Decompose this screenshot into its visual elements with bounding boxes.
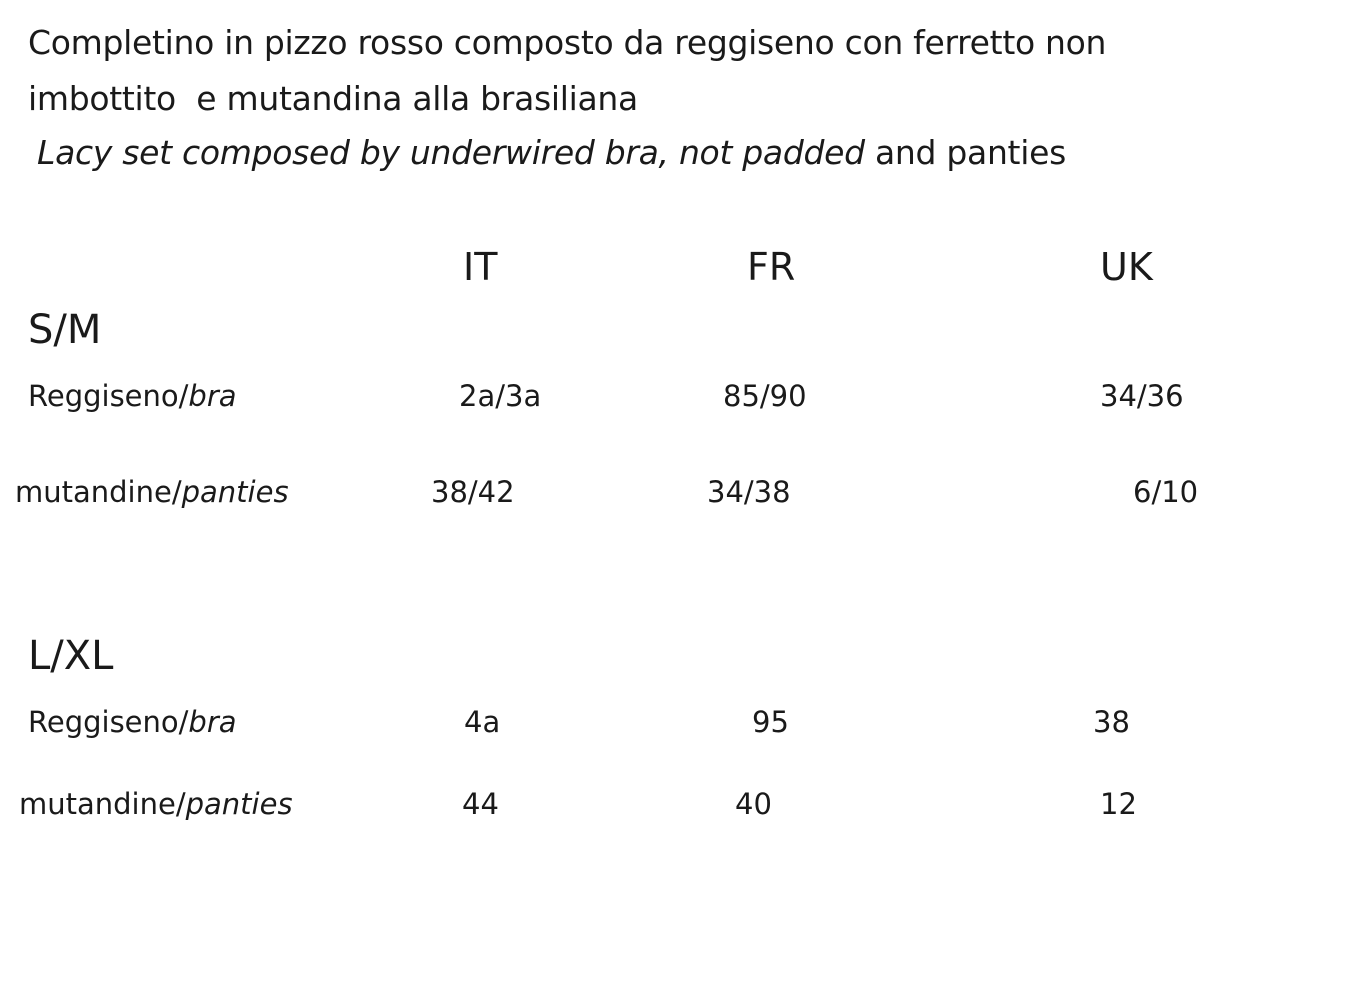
row-label: mutandine/panties (19, 790, 293, 819)
label-text: mutandine/ (15, 475, 182, 509)
size-value: 6/10 (1133, 475, 1199, 509)
title-line: Completino in pizzo rosso composto da re… (28, 23, 1107, 62)
column-header: UK (1100, 245, 1153, 289)
row-label: Reggiseno/bra (28, 708, 237, 737)
row-label: mutandine/panties (15, 478, 289, 507)
label-italic: panties (181, 475, 289, 509)
size-value: 34/36 (1100, 379, 1184, 413)
column-header: FR (747, 245, 796, 289)
size-label: S/M (28, 307, 102, 353)
size-value: 12 (1100, 787, 1137, 821)
label-italic: panties (185, 787, 293, 821)
english-italic: Lacy set composed by underwired bra, not… (37, 133, 865, 172)
size-value: 34/38 (707, 475, 791, 509)
label-italic: bra (188, 705, 237, 739)
size-value: 40 (735, 787, 772, 821)
size-value: 38 (1093, 705, 1130, 739)
english-plain: and panties (875, 133, 1066, 172)
label-text: Reggiseno/ (28, 379, 189, 413)
size-value: 44 (462, 787, 499, 821)
size-value: 38/42 (431, 475, 515, 509)
label-text: mutandine/ (19, 787, 186, 821)
title-english: Lacy set composed by underwired bra, not… (37, 136, 1066, 169)
size-value: 85/90 (723, 379, 807, 413)
size-value: 2a/3a (459, 379, 542, 413)
column-header: IT (463, 245, 498, 289)
size-label: L/XL (28, 633, 114, 679)
label-italic: bra (188, 379, 237, 413)
title-line: imbottito e mutandina alla brasiliana (28, 79, 638, 118)
size-value: 95 (752, 705, 789, 739)
label-text: Reggiseno/ (28, 705, 189, 739)
row-label: Reggiseno/bra (28, 382, 237, 411)
size-value: 4a (464, 705, 501, 739)
